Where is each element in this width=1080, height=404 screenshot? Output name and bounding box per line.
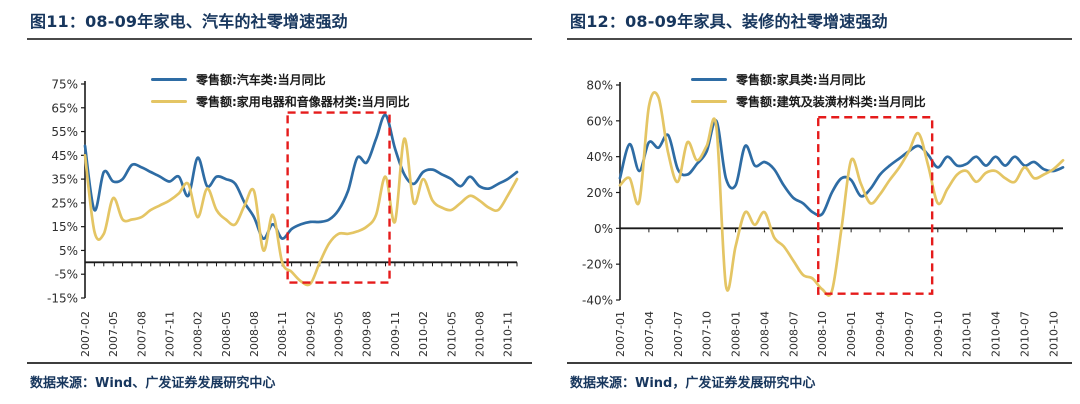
svg-text:2007-02: 2007-02 (79, 311, 92, 357)
svg-text:2010-11: 2010-11 (502, 311, 515, 357)
svg-text:2008-01: 2008-01 (730, 311, 743, 357)
svg-text:2007-08: 2007-08 (135, 311, 148, 357)
legend-item-appliances: 零售额:家用电器和音像器材类:当月同比 (151, 92, 410, 111)
figure-12-data-source: 数据来源：Wind，广发证券发展研究中心 (570, 376, 816, 391)
svg-text:2010-08: 2010-08 (473, 311, 486, 357)
svg-text:2009-07: 2009-07 (903, 311, 916, 357)
svg-text:2007-11: 2007-11 (164, 311, 177, 357)
legend-line-swatch-blue (151, 78, 187, 81)
legend-line-swatch-yellow (691, 100, 727, 103)
svg-text:2008-04: 2008-04 (759, 311, 772, 357)
chart-12-legend: 零售额:家具类:当月同比 零售额:建筑及装潢材料类:当月同比 (691, 70, 926, 111)
svg-text:2009-08: 2009-08 (361, 311, 374, 357)
svg-text:2007-01: 2007-01 (614, 311, 627, 357)
figure-11-title: 图11：08-09年家电、汽车的社零增速强劲 (30, 12, 348, 31)
svg-text:2008-10: 2008-10 (816, 311, 829, 357)
svg-text:2008-05: 2008-05 (220, 311, 233, 357)
legend-line-swatch-yellow (151, 100, 187, 103)
svg-text:2007-05: 2007-05 (107, 311, 120, 357)
svg-text:2008-11: 2008-11 (276, 311, 289, 357)
svg-text:2009-05: 2009-05 (333, 311, 346, 357)
svg-text:2007-10: 2007-10 (701, 311, 714, 357)
figure-panel-11: 图11：08-09年家电、汽车的社零增速强劲 75% 65% 55% 45% 35% 25… (27, 0, 532, 404)
svg-text:55%: 55% (51, 125, 78, 139)
figure-11-title-underline (27, 38, 532, 40)
svg-text:2007-04: 2007-04 (643, 311, 656, 357)
svg-text:20%: 20% (586, 186, 613, 200)
svg-text:2007-07: 2007-07 (672, 311, 685, 357)
svg-text:0%: 0% (594, 222, 613, 236)
svg-text:2010-04: 2010-04 (990, 311, 1003, 357)
svg-text:2009-04: 2009-04 (874, 311, 887, 357)
svg-text:65%: 65% (51, 101, 78, 115)
figure-12-footer-rule (567, 362, 1072, 364)
svg-text:-20%: -20% (582, 258, 613, 272)
svg-text:2008-07: 2008-07 (787, 311, 800, 357)
legend-label: 零售额:家具类:当月同比 (736, 73, 866, 87)
chart-canvas-autos-appliances: 75% 65% 55% 45% 35% 25% 15% 5% -5% -15%2007-02 200… (47, 78, 519, 357)
legend-item-materials: 零售额:建筑及装潢材料类:当月同比 (691, 92, 926, 111)
figure-panel-12: 图12：08-09年家具、装修的社零增速强劲 80% 60% 40% 20% 0% -20… (567, 0, 1072, 404)
svg-text:2008-02: 2008-02 (192, 311, 205, 357)
legend-label: 零售额:建筑及装潢材料类:当月同比 (736, 95, 926, 109)
svg-text:2010-07: 2010-07 (1019, 311, 1032, 357)
svg-text:25%: 25% (51, 196, 78, 210)
figure-11-footer-rule (27, 362, 532, 364)
svg-text:2009-10: 2009-10 (932, 311, 945, 357)
legend-line-swatch-blue (691, 78, 727, 81)
chart-canvas-furniture-materials: 80% 60% 40% 20% 0% -20% -40%2007-01 2007-04 2007… (582, 79, 1065, 357)
legend-label: 零售额:家用电器和音像器材类:当月同比 (196, 95, 410, 109)
svg-text:35%: 35% (51, 173, 78, 187)
legend-item-furniture: 零售额:家具类:当月同比 (691, 70, 926, 89)
legend-label: 零售额:汽车类:当月同比 (196, 73, 326, 87)
svg-text:2010-01: 2010-01 (961, 311, 974, 357)
svg-text:45%: 45% (51, 149, 78, 163)
svg-text:-5%: -5% (55, 268, 78, 282)
svg-text:60%: 60% (586, 114, 613, 128)
svg-text:-15%: -15% (47, 292, 78, 306)
chart-11-legend: 零售额:汽车类:当月同比 零售额:家用电器和音像器材类:当月同比 (151, 70, 410, 111)
svg-text:75%: 75% (51, 78, 78, 92)
svg-text:2010-02: 2010-02 (417, 311, 430, 357)
svg-text:2009-02: 2009-02 (304, 311, 317, 357)
figure-11-data-source: 数据来源：Wind、广发证券发展研究中心 (30, 376, 276, 391)
svg-text:2008-08: 2008-08 (248, 311, 261, 357)
svg-text:2009-01: 2009-01 (845, 311, 858, 357)
svg-text:2009-11: 2009-11 (389, 311, 402, 357)
svg-text:-40%: -40% (582, 294, 613, 308)
svg-text:15%: 15% (51, 220, 78, 234)
figure-12-title-underline (567, 38, 1072, 40)
svg-text:5%: 5% (59, 244, 78, 258)
svg-text:2010-05: 2010-05 (445, 311, 458, 357)
figure-12-title: 图12：08-09年家具、装修的社零增速强劲 (570, 12, 888, 31)
svg-text:80%: 80% (586, 79, 613, 93)
svg-text:2010-10: 2010-10 (1047, 311, 1060, 357)
svg-text:40%: 40% (586, 150, 613, 164)
legend-item-autos: 零售额:汽车类:当月同比 (151, 70, 410, 89)
